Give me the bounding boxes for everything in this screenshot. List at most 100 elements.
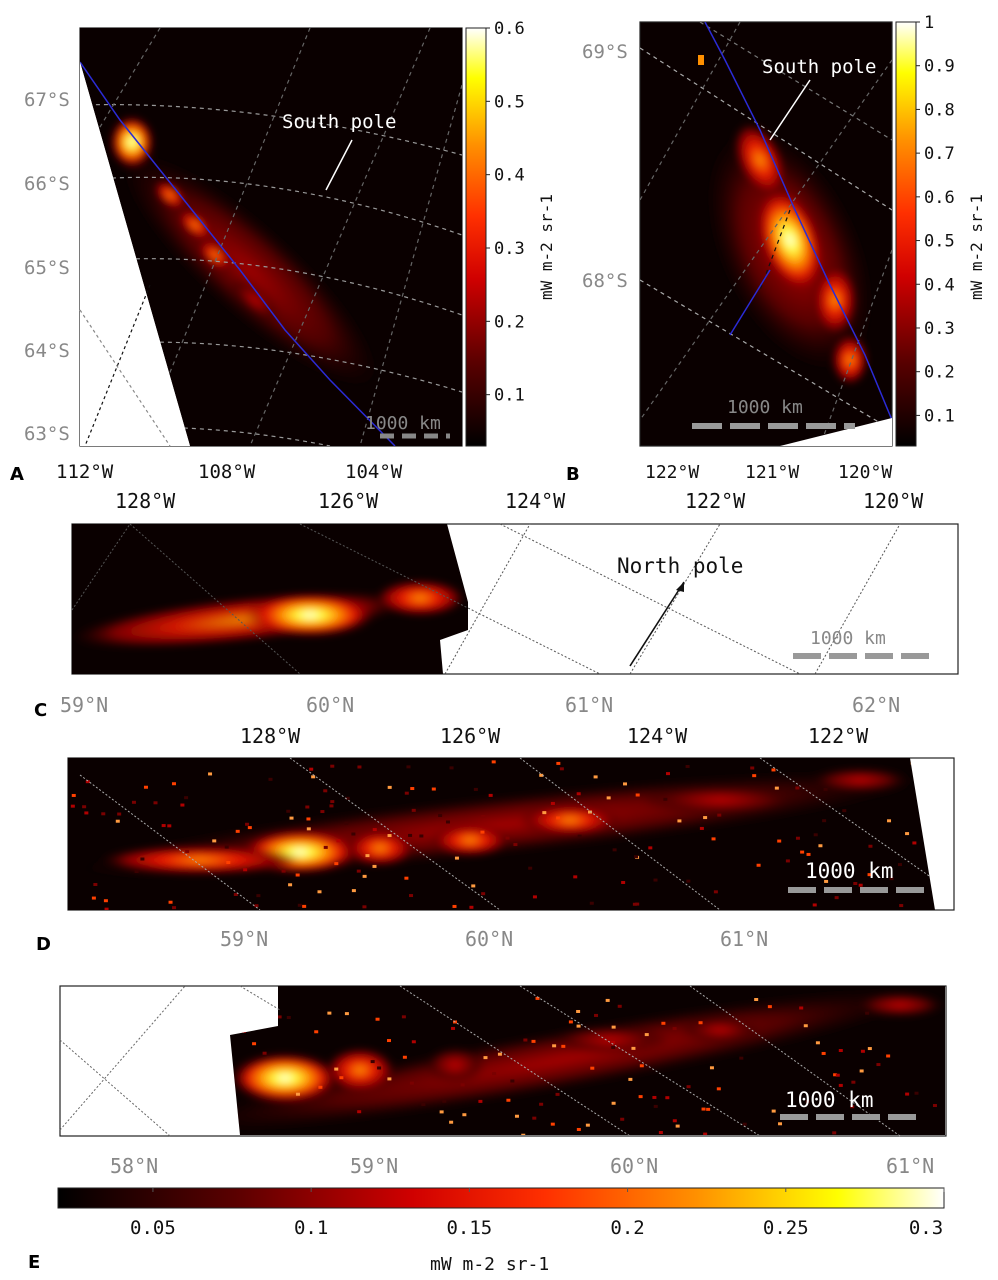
panel-a-colorbar: [465, 27, 487, 447]
speckle: [620, 1117, 625, 1121]
speckle: [356, 869, 361, 873]
panel-a-track: [80, 61, 396, 446]
speckle: [329, 804, 334, 808]
speckle: [617, 1004, 622, 1008]
speckle: [701, 1107, 706, 1111]
colorbar-tick-label: 0.6: [494, 19, 525, 39]
speckle: [513, 843, 518, 847]
speckle: [327, 1011, 332, 1015]
speckle: [406, 765, 411, 769]
speckle: [449, 766, 454, 770]
panel-a-lat-label: 65°S: [24, 257, 70, 279]
speckle: [594, 1013, 599, 1017]
speckle: [899, 904, 904, 908]
speckle: [281, 869, 286, 873]
speckle: [865, 1011, 870, 1015]
panel-b-annotation: South pole: [762, 56, 876, 78]
panel-letter-d: D: [36, 934, 51, 955]
speckle: [573, 875, 578, 879]
colorbar-tick-label: 0.1: [294, 1217, 328, 1239]
speckle: [612, 848, 617, 852]
speckle: [295, 1092, 300, 1096]
panel-a-lon-labels: 112°W 108°W 104°W: [56, 461, 403, 483]
speckle: [402, 1055, 407, 1059]
panel-a-lat-label: 63°S: [24, 423, 70, 445]
speckle: [851, 1080, 856, 1084]
speckle: [409, 1081, 414, 1085]
speckle: [481, 814, 486, 818]
panel-d-lon-label: 128°W: [240, 724, 301, 748]
speckle: [185, 849, 190, 853]
panel-e-colorbar-ticks: 0.05 0.1 0.15 0.2 0.25 0.3: [130, 1188, 945, 1239]
speckle: [85, 780, 90, 784]
speckle: [339, 1076, 344, 1080]
speckle: [153, 801, 158, 805]
speckle: [184, 796, 189, 800]
speckle: [478, 1099, 483, 1103]
panel-d-lon-label: 126°W: [440, 724, 501, 748]
speckle: [750, 766, 755, 770]
speckle: [510, 1079, 515, 1083]
speckle: [506, 1098, 511, 1102]
panel-b-lon-label: 120°W: [838, 462, 892, 483]
speckle: [254, 904, 259, 908]
speckle: [639, 1064, 644, 1068]
panel-e-colorbar: [57, 1187, 945, 1209]
panel-d-speckles: [70, 760, 917, 910]
speckle: [134, 869, 139, 873]
speckle: [823, 787, 828, 791]
speckle: [653, 878, 658, 882]
speckle: [330, 800, 335, 804]
speckle: [386, 1039, 391, 1043]
speckle: [628, 1077, 633, 1081]
speckle: [686, 879, 691, 883]
speckle: [460, 1083, 465, 1087]
speckle: [539, 773, 544, 777]
colorbar-tick-label: 0.4: [494, 166, 525, 186]
speckle: [161, 824, 166, 828]
panel-c-lat-label: 60°N: [306, 693, 354, 717]
speckle: [531, 1039, 536, 1043]
speckle: [330, 764, 335, 768]
panel-c-lon-label: 124°W: [505, 489, 566, 513]
speckle: [905, 1092, 910, 1096]
speckle: [143, 785, 148, 789]
speckle: [351, 889, 356, 893]
panel-d-lat-label: 59°N: [220, 927, 268, 951]
speckle: [306, 827, 311, 831]
speckle: [699, 826, 704, 830]
speckle: [82, 805, 87, 809]
colorbar-tick-label: 0.2: [924, 363, 955, 383]
speckle: [590, 1066, 595, 1070]
speckle: [252, 1042, 257, 1046]
speckle: [842, 809, 847, 813]
speckle: [771, 1109, 776, 1113]
speckle: [663, 797, 668, 801]
panel-c-graticule: [71, 523, 901, 675]
speckle: [661, 1021, 666, 1025]
speckle: [481, 892, 486, 896]
speckle: [370, 1060, 375, 1064]
speckle: [336, 839, 341, 843]
colorbar-tick-label: 0.25: [763, 1217, 809, 1239]
panel-c-lon-label: 120°W: [863, 489, 924, 513]
speckle: [821, 1051, 826, 1055]
colorbar-tick-label: 0.05: [130, 1217, 176, 1239]
speckle: [635, 902, 640, 906]
panel-a-colorbar-ticks: 0.1 0.2 0.3 0.4 0.5 0.6: [486, 19, 525, 406]
speckle: [168, 900, 173, 904]
speckle: [172, 906, 177, 910]
speckle: [644, 1033, 649, 1037]
speckle: [535, 996, 540, 1000]
panel-e-lat-label: 58°N: [110, 1154, 158, 1178]
speckle: [576, 1127, 581, 1131]
speckle: [473, 787, 478, 791]
speckle: [577, 834, 582, 838]
speckle: [262, 1051, 267, 1055]
speckle: [445, 820, 450, 824]
speckle: [247, 826, 252, 830]
speckle: [812, 903, 817, 907]
speckle: [677, 819, 682, 823]
speckle: [408, 833, 413, 837]
speckle: [226, 860, 231, 864]
